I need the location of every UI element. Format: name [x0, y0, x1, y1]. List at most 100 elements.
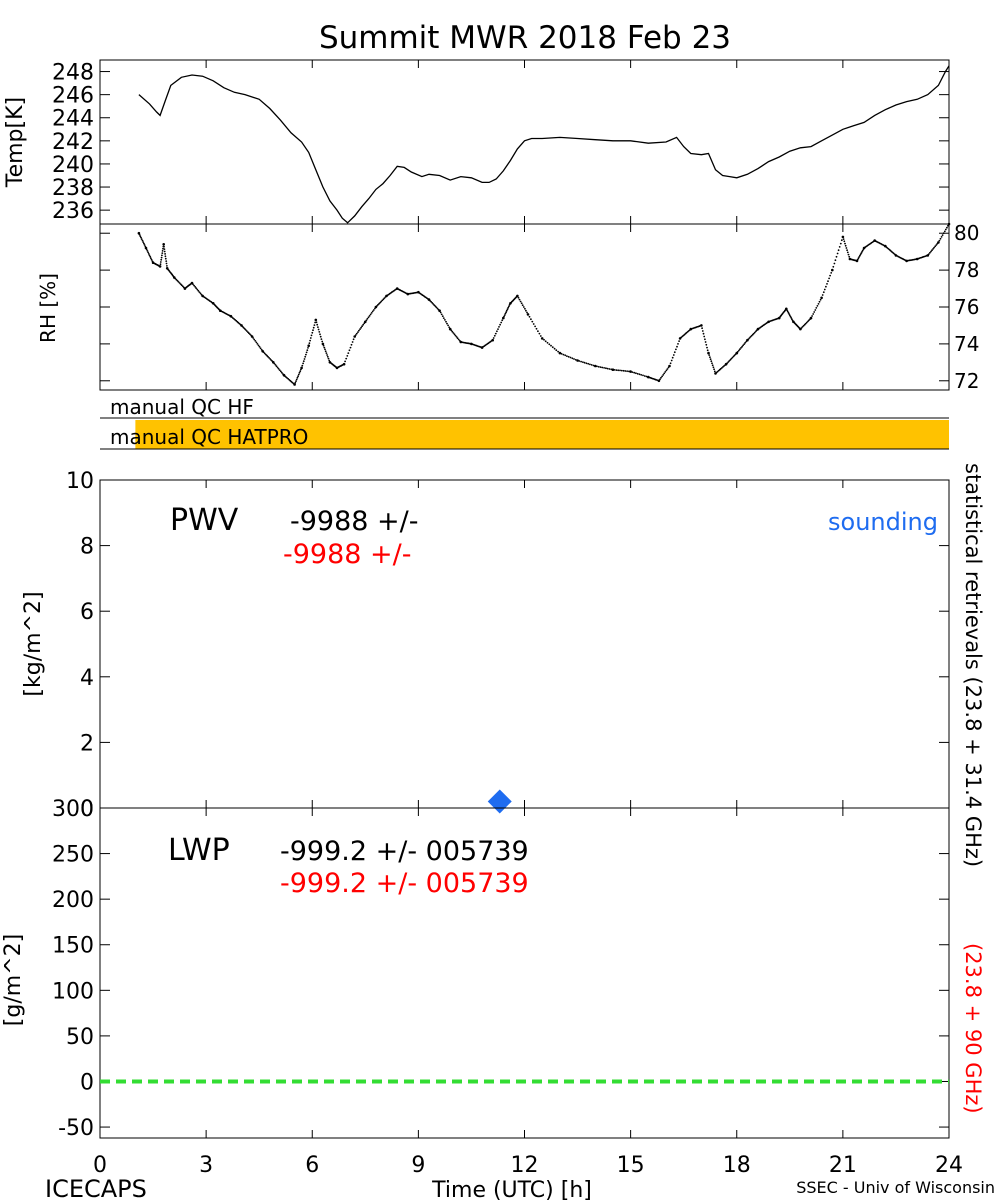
rh-point	[314, 318, 318, 322]
rh-point	[304, 355, 307, 358]
rh-point	[587, 362, 590, 365]
rh-point	[298, 371, 301, 374]
rh-point	[736, 350, 739, 353]
rh-point	[831, 268, 834, 272]
rh-point	[303, 358, 306, 360]
rh-point	[320, 338, 323, 340]
rh-point	[838, 246, 841, 248]
rh-point	[270, 359, 273, 361]
rh-point	[162, 247, 164, 250]
rh-point	[148, 254, 151, 257]
rh-point	[352, 338, 355, 341]
rh-point	[622, 369, 625, 372]
rh-point	[149, 255, 152, 258]
rh-point	[557, 350, 559, 353]
rh-point	[175, 278, 178, 281]
rh-point	[322, 344, 325, 347]
rh-point	[178, 282, 181, 284]
rh-point	[942, 232, 945, 235]
rh-point	[382, 298, 385, 301]
rh-point	[493, 334, 496, 337]
rh-point	[840, 239, 843, 242]
rh-point	[594, 364, 597, 368]
rh-point	[858, 256, 860, 258]
rh-point	[944, 228, 947, 231]
rh-point	[277, 367, 280, 370]
rh-point	[447, 324, 449, 327]
rh-point	[540, 337, 544, 340]
rh-point	[194, 286, 197, 288]
rh-point	[174, 277, 177, 280]
rh-point	[530, 318, 532, 321]
rh-point	[245, 330, 248, 332]
rh-point	[668, 364, 671, 368]
rh-point	[657, 379, 661, 383]
rh-point	[505, 309, 508, 312]
right-label-red: (23.8 + 90 GHz)	[961, 943, 985, 1114]
rh-point	[701, 330, 704, 332]
rh-point	[558, 351, 562, 355]
rh-point	[947, 222, 951, 226]
lwp-y-tick-label: 200	[52, 888, 94, 913]
rh-point	[571, 357, 574, 360]
rh-point	[672, 354, 675, 356]
rh-point	[163, 245, 165, 248]
rh-point	[273, 362, 276, 365]
rh-point	[147, 251, 150, 254]
rh-point	[161, 250, 164, 252]
lwp-y-tick-label: 250	[52, 843, 94, 868]
rh-point	[358, 329, 360, 332]
qc-panel: manual QC HF manual QC HATPRO	[100, 395, 949, 450]
qc-row-hatpro-flag-bar	[135, 420, 949, 449]
rh-point	[753, 331, 756, 334]
rh-point	[626, 370, 628, 373]
rh-point	[603, 367, 605, 369]
rh-point	[606, 367, 609, 370]
rh-point	[344, 360, 346, 363]
x-tick-label: 15	[617, 1153, 645, 1178]
rh-point	[578, 360, 581, 362]
rh-point	[730, 357, 733, 360]
rh-point	[636, 372, 639, 375]
rh-point	[267, 355, 269, 358]
pwv-x-ticks	[99, 480, 950, 808]
rh-point	[675, 348, 677, 351]
rh-point	[450, 329, 453, 332]
rh-point	[836, 252, 839, 255]
rh-point	[670, 359, 673, 362]
rh-point	[158, 265, 162, 268]
rh-point	[145, 248, 148, 251]
rh-point	[305, 353, 307, 356]
rh-point	[645, 375, 648, 378]
rh-y-tick-label: 72	[954, 369, 979, 393]
lwp-y-tick-label: 300	[52, 797, 94, 822]
rh-point	[355, 332, 358, 335]
rh-point	[297, 375, 299, 378]
rh-point	[676, 345, 678, 348]
rh-point	[946, 226, 948, 229]
rh-point	[257, 344, 260, 347]
rh-point	[703, 335, 706, 338]
rh-point	[346, 355, 349, 357]
rh-point	[302, 360, 305, 363]
lwp-value-red: -999.2 +/- 005739	[280, 868, 529, 899]
rh-point	[377, 303, 379, 306]
rh-point	[822, 291, 825, 294]
rh-point	[433, 304, 436, 307]
rh-point	[314, 321, 316, 324]
lwp-y-tick-label: 50	[66, 1025, 94, 1050]
rh-point	[368, 315, 371, 317]
rh-point	[295, 380, 297, 382]
rh-point	[548, 343, 551, 346]
rh-point	[326, 354, 328, 356]
rh-point	[520, 302, 523, 305]
rh-point	[605, 367, 607, 370]
footer-right: SSEC - Univ of Wisconsin	[796, 1178, 995, 1197]
rh-point	[663, 372, 666, 375]
rh-point	[825, 285, 827, 288]
rh-point	[163, 250, 166, 253]
rh-point	[295, 378, 298, 381]
rh-point	[750, 334, 753, 337]
rh-point	[566, 355, 568, 357]
rh-point	[659, 378, 661, 381]
